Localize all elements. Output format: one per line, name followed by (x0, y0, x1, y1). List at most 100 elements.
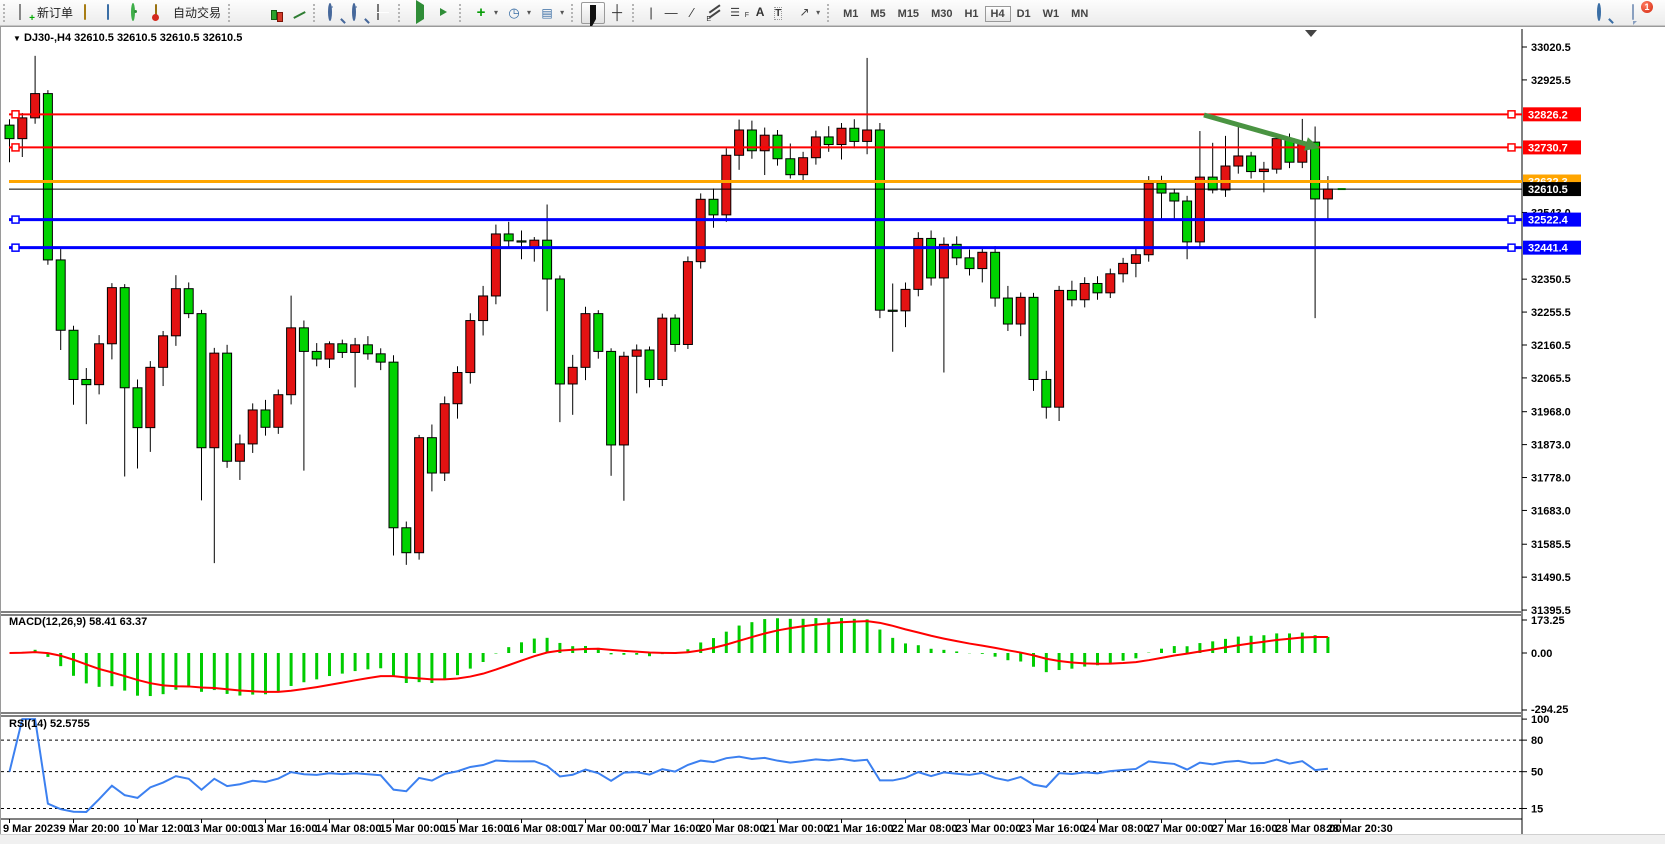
price-tick-label: 31683.0 (1531, 505, 1571, 517)
timeframe-d1[interactable]: D1 (1016, 7, 1031, 20)
candle (30, 93, 41, 119)
candle (490, 233, 501, 297)
candle (55, 259, 66, 331)
line-chart-button[interactable] (286, 2, 310, 24)
timeframe-m1[interactable]: M1 (843, 7, 859, 20)
line-handle[interactable] (11, 110, 20, 119)
zoom-out-button[interactable]: − (347, 2, 371, 24)
horizontal-line-button[interactable]: — (660, 2, 682, 24)
candle (1028, 296, 1039, 380)
line-handle[interactable] (1507, 243, 1516, 252)
candle (1118, 262, 1129, 275)
line-handle[interactable] (1507, 110, 1516, 119)
candlestick-button[interactable] (262, 2, 286, 24)
candle (426, 437, 437, 474)
candle (964, 257, 975, 270)
candle (1054, 289, 1065, 408)
candle (1246, 155, 1257, 173)
line-handle[interactable] (1507, 143, 1516, 152)
bar-chart-button[interactable] (238, 2, 262, 24)
equidistant-channel-button[interactable]: E (706, 15, 712, 23)
price-tick-label: 31873.0 (1531, 440, 1571, 452)
time-tick-label: 17 Mar 16:00 (636, 823, 702, 835)
time-tick-label: 17 Mar 00:00 (572, 823, 638, 835)
zoom-in-button[interactable]: + (323, 2, 347, 24)
tile-windows-button[interactable] (371, 2, 395, 24)
candle (657, 317, 668, 380)
label-button[interactable]: T (770, 2, 794, 24)
candle (503, 233, 514, 242)
chart-canvas[interactable]: 33020.532925.532543.032350.532255.532160… (1, 27, 1665, 835)
profile-button[interactable] (101, 2, 125, 24)
new-order-button[interactable]: 新订单 (13, 2, 77, 24)
candle (849, 127, 860, 142)
price-tick-label: 31968.0 (1531, 407, 1571, 419)
price-tick-label: 32255.5 (1531, 307, 1571, 319)
timeframe-w1[interactable]: W1 (1042, 7, 1060, 20)
signals-button[interactable] (125, 2, 149, 24)
timeframe-mn[interactable]: MN (1071, 7, 1089, 20)
line-handle[interactable] (1507, 215, 1516, 224)
price-tag-label: 32522.4 (1528, 215, 1569, 227)
chart-title-symbol: DJ30-,H4 (23, 32, 72, 44)
candle (554, 278, 565, 385)
time-tick-label: 14 Mar 08:00 (316, 823, 382, 835)
time-tick-label: 27 Mar 16:00 (1212, 823, 1278, 835)
candle (42, 93, 53, 261)
label-icon: T (774, 6, 783, 20)
chat-button[interactable]: 1 (1627, 0, 1653, 24)
candle (746, 129, 757, 152)
toolbar-separator (827, 3, 834, 22)
market-button[interactable] (77, 2, 101, 24)
time-tick-label: 24 Mar 08:00 (1084, 823, 1150, 835)
candle (990, 251, 1001, 299)
line-chart-icon (292, 7, 304, 19)
price-tick-label: 31778.0 (1531, 473, 1571, 485)
timeframe-h4[interactable]: H4 (984, 5, 1011, 22)
line-handle[interactable] (11, 215, 20, 224)
candle (516, 240, 527, 243)
candle (593, 313, 604, 352)
time-tick-label: 15 Mar 00:00 (380, 823, 446, 835)
trend-arrow[interactable] (1203, 112, 1307, 147)
vertical-line-button[interactable]: | (642, 2, 660, 24)
candle (721, 154, 732, 216)
auto-trading-button[interactable]: 自动交易 (149, 2, 225, 24)
candle (1079, 282, 1090, 301)
fibonacci-button[interactable]: ☰ F (726, 2, 750, 24)
periods-button[interactable]: ◷ ▾ (502, 2, 535, 24)
time-tick-label: 28 Mar 20:30 (1327, 823, 1393, 835)
candle (439, 403, 450, 474)
chart-shift-marker (1305, 30, 1317, 37)
candle (17, 117, 28, 140)
horizontal-line-icon: — (664, 4, 678, 20)
candle (836, 127, 847, 146)
text-button[interactable]: A (750, 2, 770, 24)
templates-button[interactable]: ▤ ▾ (535, 2, 568, 24)
auto-scroll-button[interactable] (408, 0, 432, 24)
candle (759, 134, 770, 152)
candle (798, 157, 809, 176)
candle (375, 353, 386, 363)
cursor-button[interactable] (581, 1, 606, 30)
trendline-button[interactable]: ∕ (682, 2, 702, 24)
crosshair-icon: ┼ (612, 3, 623, 20)
search-button[interactable] (1591, 2, 1615, 24)
toolbar-separator (632, 3, 639, 22)
line-handle[interactable] (11, 143, 20, 152)
crosshair-button[interactable]: ┼ (605, 2, 629, 24)
timeframe-m15[interactable]: M15 (897, 7, 920, 20)
timeframe-h1[interactable]: H1 (964, 7, 979, 20)
macd-indicator-label: MACD(12,26,9) 58.41 63.37 (9, 616, 148, 628)
timeframe-m30[interactable]: M30 (931, 7, 953, 20)
indicators-button[interactable]: + ▾ (469, 2, 502, 24)
toolbar-separator (398, 3, 405, 22)
chart-window[interactable]: 33020.532925.532543.032350.532255.532160… (0, 26, 1665, 835)
price-tag-label: 32826.2 (1528, 109, 1568, 121)
timeframe-m5[interactable]: M5 (870, 7, 886, 20)
chart-shift-button[interactable] (432, 2, 456, 24)
candlestick-icon (268, 7, 284, 22)
line-handle[interactable] (11, 243, 20, 252)
shapes-button[interactable]: ↗ ▾ (794, 2, 824, 24)
status-bar (0, 834, 1665, 844)
